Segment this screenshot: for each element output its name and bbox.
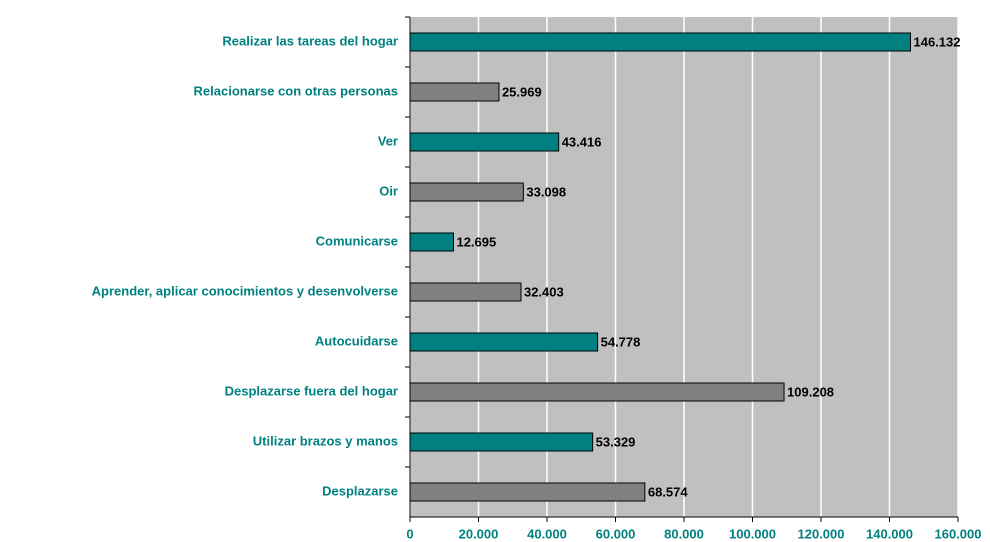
y-tick-label: Relacionarse con otras personas: [194, 83, 398, 98]
x-tick-label: 160.000: [935, 526, 982, 541]
x-tick-label: 120.000: [798, 526, 845, 541]
value-label: 68.574: [648, 484, 689, 499]
y-tick-label: Ver: [378, 133, 398, 148]
x-tick-label: 20.000: [459, 526, 499, 541]
y-tick-label: Desplazarse: [322, 483, 398, 498]
bar: [409, 32, 912, 52]
bar: [409, 382, 785, 402]
value-label: 32.403: [524, 284, 564, 299]
bar: [409, 82, 500, 102]
x-tick-label: 80.000: [664, 526, 704, 541]
value-label: 43.416: [562, 134, 602, 149]
y-tick-label: Autocuidarse: [315, 333, 398, 348]
value-label: 25.969: [502, 84, 542, 99]
value-label: 54.778: [601, 334, 641, 349]
bar: [409, 132, 560, 152]
value-label: 53.329: [596, 434, 636, 449]
value-label: 12.695: [456, 234, 496, 249]
x-tick-label: 140.000: [866, 526, 913, 541]
value-label: 109.208: [787, 384, 834, 399]
y-tick-label: Desplazarse fuera del hogar: [225, 383, 398, 398]
bar: [409, 282, 522, 302]
bar: [409, 232, 454, 252]
bar: [409, 482, 646, 502]
x-tick-label: 40.000: [527, 526, 567, 541]
y-tick-label: Utilizar brazos y manos: [253, 433, 398, 448]
y-tick-label: Realizar las tareas del hogar: [222, 33, 398, 48]
bar: [409, 332, 599, 352]
y-tick-label: Comunicarse: [316, 233, 398, 248]
x-tick-label: 100.000: [729, 526, 776, 541]
value-label: 33.098: [526, 184, 566, 199]
bar: [409, 182, 524, 202]
bar: [409, 432, 594, 452]
value-label: 146.132: [914, 34, 961, 49]
y-tick-label: Oir: [379, 183, 398, 198]
y-tick-label: Aprender, aplicar conocimientos y desenv…: [92, 283, 398, 298]
x-tick-label: 60.000: [596, 526, 636, 541]
x-tick-label: 0: [406, 526, 413, 541]
